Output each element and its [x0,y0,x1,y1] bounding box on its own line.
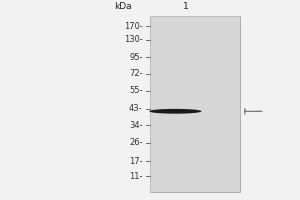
Text: 17-: 17- [129,157,142,166]
Text: 55-: 55- [129,86,142,95]
Text: 43-: 43- [129,104,142,113]
Ellipse shape [149,109,202,114]
Text: 34-: 34- [129,121,142,130]
Bar [150,16,240,192]
Text: 72-: 72- [129,69,142,78]
Text: 11-: 11- [129,172,142,181]
Text: 26-: 26- [129,138,142,147]
Bar [150,16,240,192]
Text: 170-: 170- [124,22,142,31]
Text: 130-: 130- [124,35,142,44]
Text: 1: 1 [183,2,189,11]
Text: 95-: 95- [129,53,142,62]
Text: kDa: kDa [115,2,132,11]
